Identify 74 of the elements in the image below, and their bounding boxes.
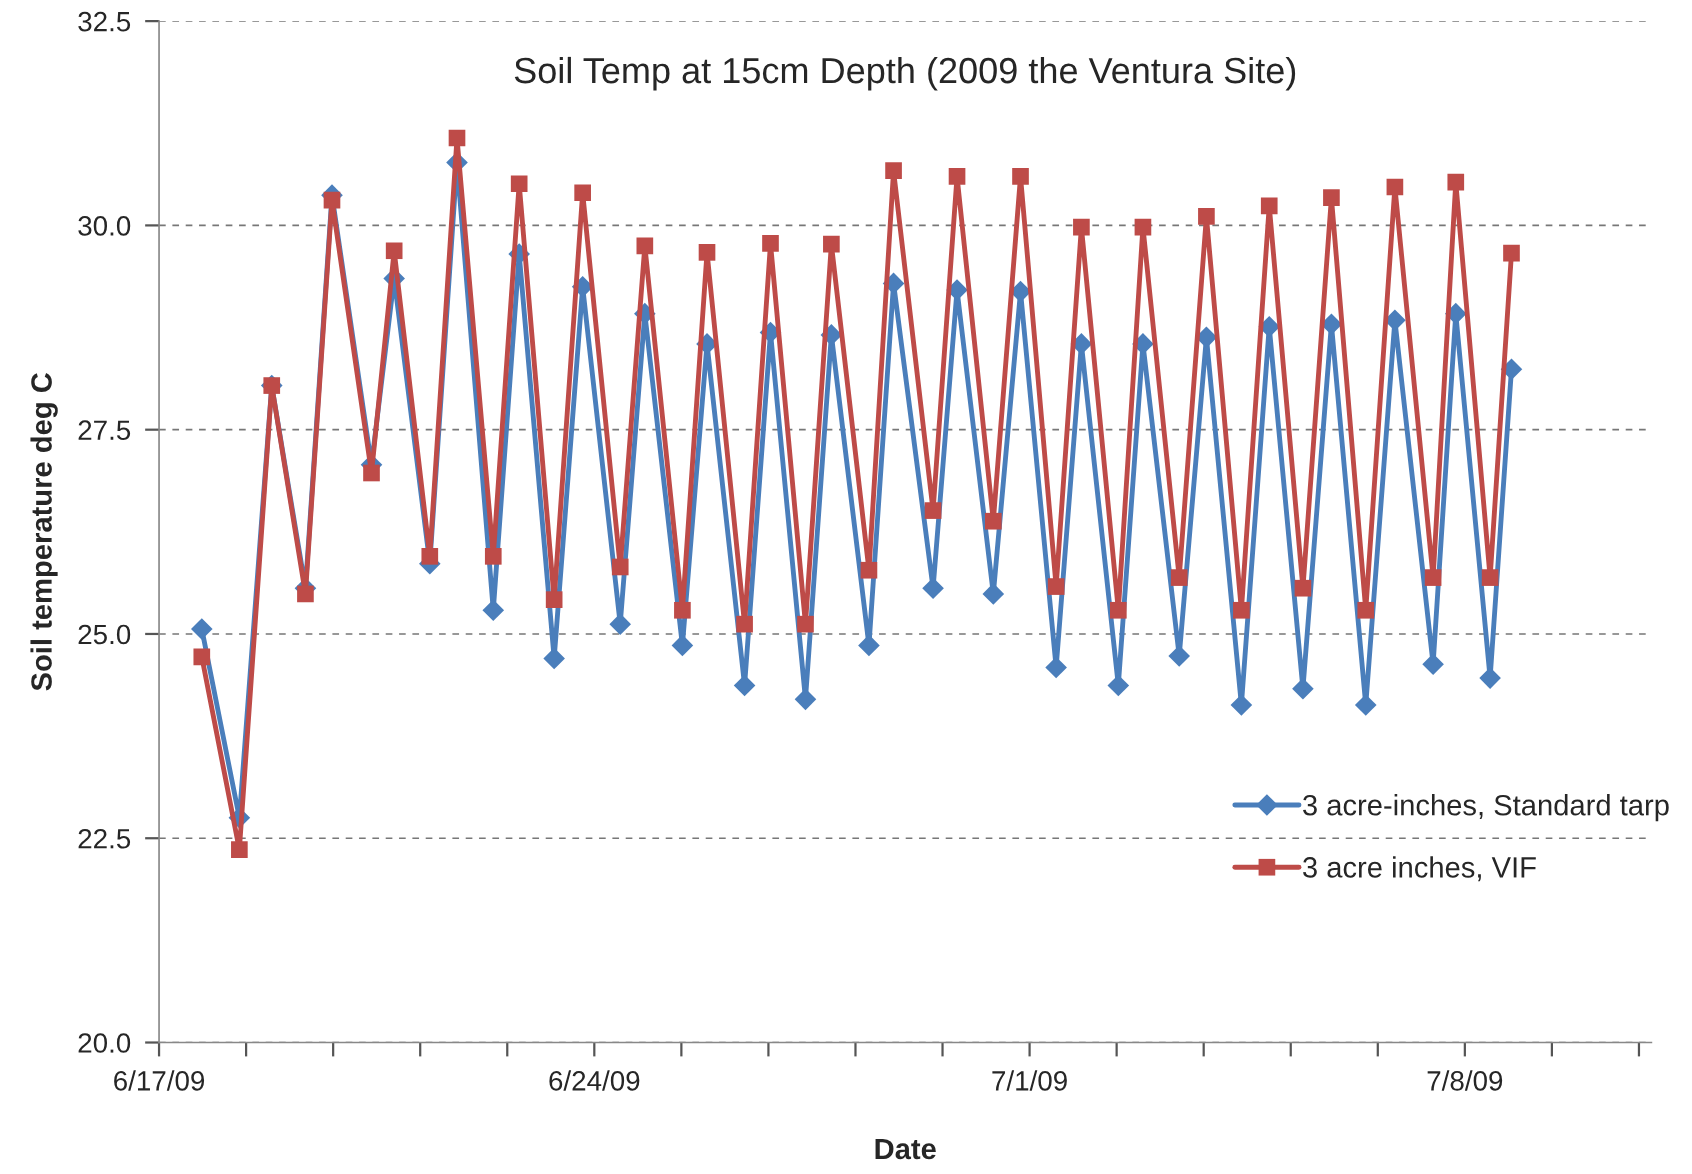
point [797,615,814,633]
point [984,512,1002,530]
point [1357,601,1375,619]
y-tick-label: 32.5 [78,11,131,32]
point [948,168,966,185]
point [736,615,753,633]
point [885,162,902,179]
x-tick-label: 7/1/09 [992,1070,1067,1091]
point [1073,218,1090,236]
point [1354,694,1377,716]
point [231,841,248,859]
point [323,191,341,209]
point [1012,168,1029,185]
legend-label: 3 acre-inches, Standard tarp [1303,794,1669,822]
point [1294,579,1312,597]
point [1045,656,1067,679]
point [1386,178,1404,196]
point [1170,569,1188,586]
point [545,591,563,608]
point [574,184,591,202]
y-tick-label: 30.0 [78,216,131,236]
point [674,601,691,619]
point [543,647,565,670]
legend-label: 3 acre inches, VIF [1303,856,1536,882]
point [1233,601,1250,619]
point [611,558,629,576]
point [924,502,942,519]
x-tick-label: 6/24/09 [549,1070,640,1091]
point [609,613,632,635]
point [733,674,756,697]
text: Soil Temp at 15cm Depth (2009 the Ventura Site) [514,56,1296,91]
point [482,599,505,622]
point [982,583,1005,605]
point [1422,653,1444,675]
point [671,634,694,657]
y-tick-label: 20.0 [78,1033,131,1053]
point [1503,244,1520,262]
point [1479,667,1501,689]
point [1424,569,1442,586]
point [1134,218,1152,236]
x-tick-label: 7/8/09 [1427,1070,1503,1091]
point [1323,189,1340,206]
point [762,235,779,252]
point [1107,674,1130,697]
point [1198,208,1215,225]
point [636,237,654,255]
y-tick-label: 25.0 [78,624,131,645]
point [922,577,944,600]
point [510,175,528,193]
point [823,235,840,253]
point [484,548,502,565]
x-tick-label: 6/17/09 [114,1070,205,1091]
point [1168,645,1191,667]
point [1481,569,1499,586]
point [698,244,716,261]
point [1260,197,1278,215]
point [297,585,314,603]
point [190,618,213,640]
y-tick-label: 27.5 [78,420,131,441]
point [858,634,880,657]
point [1047,578,1065,595]
point [794,688,817,711]
point [1230,694,1253,716]
point [1447,173,1465,191]
point [860,561,878,579]
y-tick-label: 22.5 [78,828,131,849]
point [193,648,211,666]
point [1109,601,1127,619]
point [363,464,380,482]
point [448,129,466,147]
y-axis-title: Soil temperature deg C [30,372,58,691]
point [385,242,403,260]
point [421,548,439,565]
x-axis-title: Date [875,1138,936,1160]
